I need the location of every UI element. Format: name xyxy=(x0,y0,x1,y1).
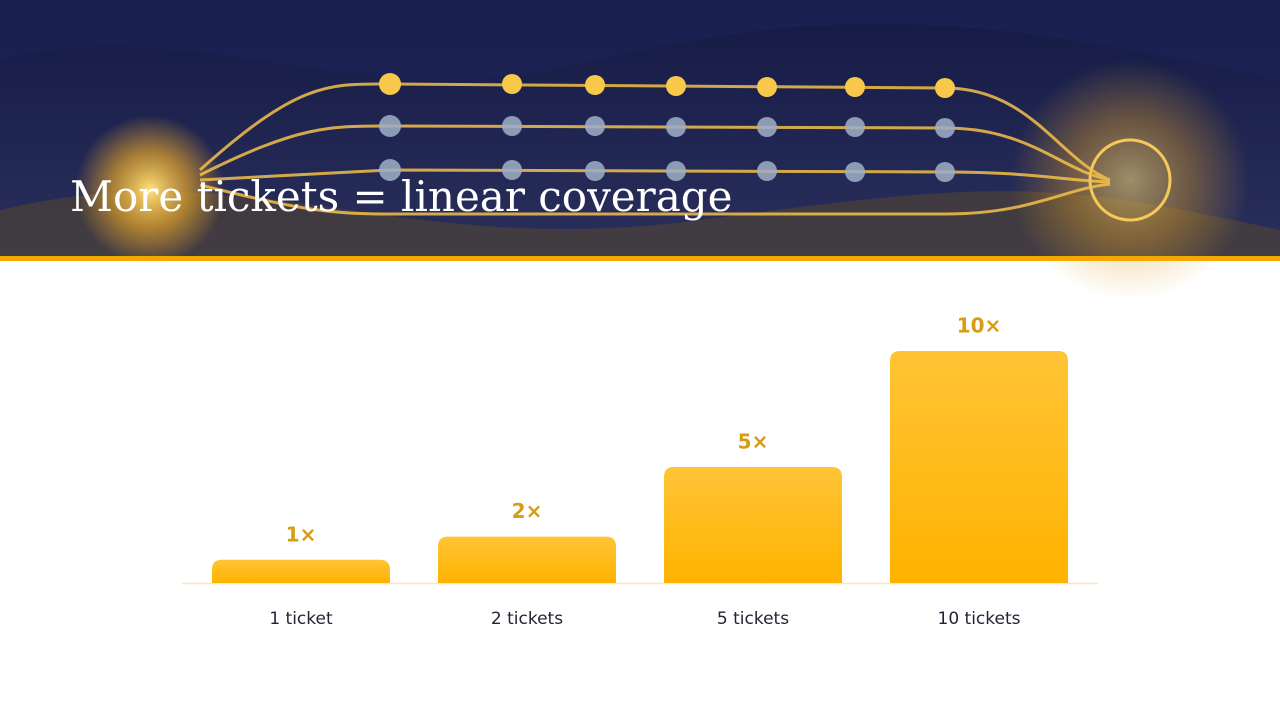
bar xyxy=(890,351,1068,583)
value-label: 2× xyxy=(512,499,543,523)
bar xyxy=(212,559,390,583)
value-label: 1× xyxy=(286,522,317,546)
chart-title: More tickets = linear coverage xyxy=(70,172,733,221)
header-banner xyxy=(0,0,1280,300)
x-tick-label: 10 tickets xyxy=(938,609,1021,629)
x-tick-label: 1 ticket xyxy=(269,609,333,629)
x-tick-label: 2 tickets xyxy=(491,609,563,629)
x-tick-label: 5 tickets xyxy=(717,609,789,629)
value-label: 5× xyxy=(738,430,769,454)
bar xyxy=(438,536,616,583)
value-label: 10× xyxy=(957,314,1002,338)
bar xyxy=(664,467,842,583)
